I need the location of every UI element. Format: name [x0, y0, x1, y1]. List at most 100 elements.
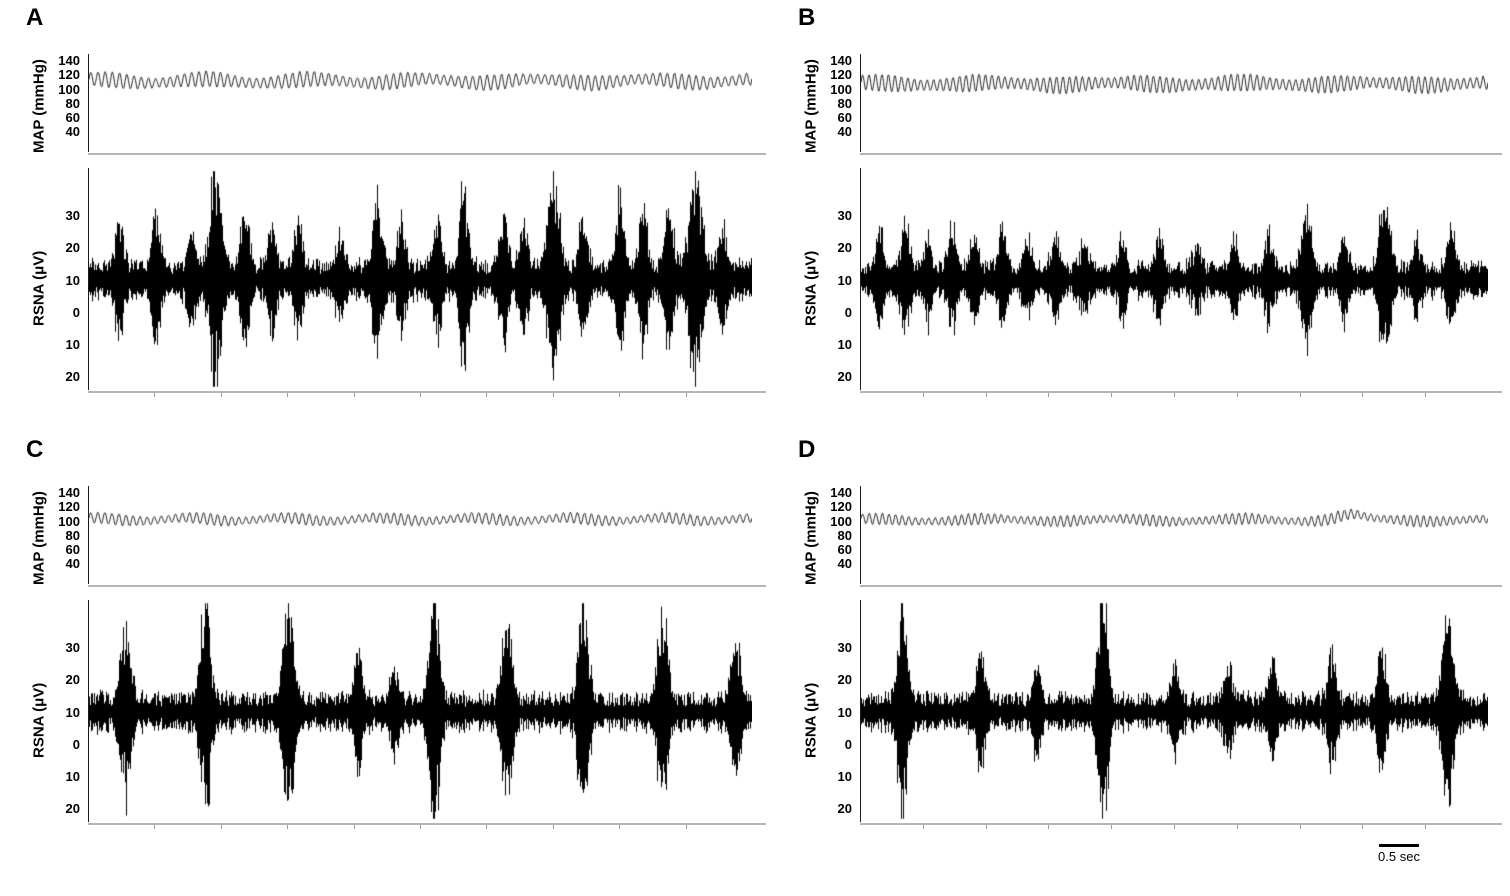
rsna-tick-column: 30 20 10 0 10 20: [818, 168, 856, 390]
map-x-axis-line: [860, 153, 1502, 155]
time-tick: [1236, 825, 1238, 829]
rsna-tick-label: 10: [837, 336, 852, 352]
rsna-tick-column: 30 20 10 0 10 20: [46, 168, 84, 390]
time-scale-bar: 0.5 sec: [1366, 844, 1432, 864]
time-tick: [1425, 393, 1427, 397]
rsna-tick-label: 30: [837, 208, 852, 224]
rsna-tick-label: 20: [65, 801, 80, 817]
map-subplot: MAP (mmHg) 140 120 100 80 60 40: [18, 482, 766, 594]
rsna-trace: [861, 168, 1488, 390]
time-tick: [1425, 825, 1427, 829]
time-tick: [922, 825, 924, 829]
map-tick-label: 60: [837, 541, 852, 557]
rsna-tick-label: 20: [837, 801, 852, 817]
map-x-axis-line: [860, 585, 1502, 587]
panel-label: C: [26, 436, 44, 463]
map-trace: [89, 54, 752, 152]
time-tick: [985, 393, 987, 397]
time-tick: [154, 393, 156, 397]
map-tick-label: 140: [58, 53, 80, 69]
rsna-tick-label: 10: [65, 272, 80, 288]
rsna-tick-label: 0: [844, 736, 852, 752]
rsna-tick-label: 20: [837, 369, 852, 385]
map-tick-column: 140 120 100 80 60 40: [46, 485, 84, 584]
time-tick: [353, 393, 355, 397]
map-tick-label: 140: [830, 485, 852, 501]
rsna-time-tick-marks: [88, 393, 752, 398]
time-tick: [685, 393, 687, 397]
map-tick-label: 80: [65, 527, 80, 543]
rsna-time-tick-marks: [88, 825, 752, 830]
map-tick-column: 140 120 100 80 60 40: [46, 53, 84, 152]
time-tick: [1299, 393, 1301, 397]
rsna-tick-label: 0: [844, 304, 852, 320]
rsna-x-axis-line: [860, 823, 1502, 825]
map-tick-label: 40: [65, 124, 80, 140]
map-plot-area: [860, 54, 1488, 152]
panel-D: D MAP (mmHg) 140 120 100 80 60 40 RSNA (μV) 3…: [790, 436, 1502, 866]
time-tick: [922, 393, 924, 397]
time-tick: [1111, 825, 1113, 829]
map-tick-label: 60: [837, 109, 852, 125]
time-tick: [1048, 825, 1050, 829]
rsna-trace: [89, 168, 752, 390]
time-tick: [220, 825, 222, 829]
rsna-plot-area: [860, 600, 1488, 822]
time-tick: [420, 825, 421, 829]
rsna-tick-label: 20: [65, 369, 80, 385]
map-trace: [861, 54, 1488, 152]
map-tick-label: 140: [58, 485, 80, 501]
time-tick: [1111, 393, 1113, 397]
rsna-tick-label: 10: [65, 768, 80, 784]
panel-label: A: [26, 4, 44, 31]
rsna-tick-column: 30 20 10 0 10 20: [46, 600, 84, 822]
rsna-tick-label: 20: [65, 672, 80, 688]
rsna-plot-area: [860, 168, 1488, 390]
rsna-tick-label: 20: [837, 240, 852, 256]
panel-C: C MAP (mmHg) 140 120 100 80 60 40 RSNA (μV) 3…: [18, 436, 766, 866]
panel-label: B: [798, 4, 816, 31]
time-tick: [1174, 825, 1175, 829]
rsna-time-tick-marks: [860, 825, 1488, 830]
rsna-time-tick-marks: [860, 393, 1488, 398]
time-tick: [685, 825, 687, 829]
map-plot-area: [860, 486, 1488, 584]
time-tick: [1299, 825, 1301, 829]
rsna-subplot: RSNA (μV) 30 20 10 0 10 20: [18, 600, 766, 840]
rsna-subplot: RSNA (μV) 30 20 10 0 10 20: [790, 600, 1502, 840]
rsna-x-axis-line: [88, 391, 766, 393]
time-tick: [486, 825, 488, 829]
map-tick-label: 100: [830, 513, 852, 529]
rsna-tick-label: 0: [72, 304, 80, 320]
rsna-trace: [861, 600, 1488, 822]
map-tick-column: 140 120 100 80 60 40: [818, 485, 856, 584]
time-tick: [1048, 393, 1050, 397]
map-tick-label: 40: [837, 124, 852, 140]
panel-B: B MAP (mmHg) 140 120 100 80 60 40 RSNA (μV) 3…: [790, 4, 1502, 434]
rsna-tick-label: 10: [837, 768, 852, 784]
time-tick: [985, 825, 987, 829]
rsna-tick-label: 10: [837, 272, 852, 288]
rsna-tick-label: 30: [837, 640, 852, 656]
rsna-tick-column: 30 20 10 0 10 20: [818, 600, 856, 822]
rsna-tick-label: 30: [65, 208, 80, 224]
map-tick-label: 40: [837, 556, 852, 572]
scale-bar-line: [1379, 844, 1419, 847]
map-tick-label: 140: [830, 53, 852, 69]
map-tick-label: 100: [58, 513, 80, 529]
map-tick-label: 80: [837, 527, 852, 543]
rsna-tick-label: 0: [72, 736, 80, 752]
time-tick: [1362, 393, 1364, 397]
rsna-tick-label: 10: [65, 336, 80, 352]
time-tick: [552, 393, 554, 397]
map-subplot: MAP (mmHg) 140 120 100 80 60 40: [18, 50, 766, 162]
map-x-axis-line: [88, 585, 766, 587]
rsna-trace: [89, 600, 752, 822]
map-tick-label: 120: [58, 67, 80, 83]
rsna-tick-label: 10: [837, 704, 852, 720]
time-tick: [220, 393, 222, 397]
map-tick-label: 120: [830, 499, 852, 515]
rsna-tick-label: 30: [65, 640, 80, 656]
map-tick-label: 120: [58, 499, 80, 515]
